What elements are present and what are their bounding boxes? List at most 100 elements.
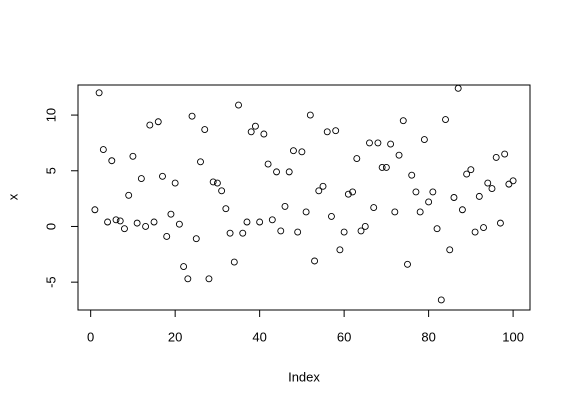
point xyxy=(116,217,124,225)
point xyxy=(488,185,496,193)
point xyxy=(142,223,150,230)
point xyxy=(91,206,99,214)
point xyxy=(268,216,276,224)
point xyxy=(366,139,373,147)
point xyxy=(484,179,492,187)
x-tick-label: 20 xyxy=(168,329,182,344)
point xyxy=(425,198,433,206)
point xyxy=(260,130,268,138)
point xyxy=(184,275,192,283)
point xyxy=(150,218,158,226)
point xyxy=(285,168,293,176)
point xyxy=(463,170,471,178)
point xyxy=(201,126,209,134)
x-tick-label: 60 xyxy=(337,329,351,344)
point xyxy=(420,136,428,144)
x-tick-label: 0 xyxy=(87,329,94,344)
x-tick-label: 80 xyxy=(421,329,435,344)
point xyxy=(412,188,420,196)
point xyxy=(108,157,116,165)
point xyxy=(289,147,297,155)
point xyxy=(429,188,437,196)
point xyxy=(247,128,255,136)
point xyxy=(125,191,133,199)
x-axis-title: Index xyxy=(288,369,320,384)
point xyxy=(442,116,449,123)
point xyxy=(311,257,319,265)
point xyxy=(171,179,179,187)
point xyxy=(294,228,302,236)
point xyxy=(509,177,517,185)
point xyxy=(239,229,247,237)
point xyxy=(146,121,154,129)
point xyxy=(230,258,238,266)
point xyxy=(222,205,230,213)
point xyxy=(450,194,458,201)
point xyxy=(137,175,145,183)
point xyxy=(492,153,500,161)
plot-box xyxy=(77,84,531,311)
y-axis-title: x xyxy=(5,193,20,200)
point xyxy=(391,208,399,216)
point xyxy=(163,233,171,240)
point xyxy=(387,140,395,148)
point xyxy=(315,187,323,195)
point xyxy=(501,150,509,158)
point xyxy=(467,166,475,174)
point xyxy=(353,155,361,162)
point xyxy=(213,179,221,187)
point xyxy=(416,208,424,216)
point xyxy=(480,224,487,232)
point xyxy=(154,118,162,126)
point xyxy=(370,204,378,211)
point xyxy=(399,117,407,125)
point xyxy=(454,84,462,92)
point xyxy=(505,180,513,188)
point xyxy=(133,219,141,227)
point xyxy=(264,160,272,168)
point xyxy=(340,228,348,236)
point xyxy=(306,111,314,119)
point xyxy=(99,146,107,154)
point xyxy=(382,163,390,171)
point xyxy=(188,112,196,120)
point xyxy=(277,227,285,235)
x-tick-label: 40 xyxy=(252,329,266,344)
point xyxy=(378,163,386,171)
point xyxy=(446,246,454,254)
point xyxy=(395,151,403,159)
point xyxy=(408,171,416,179)
point xyxy=(336,246,344,254)
point xyxy=(205,275,213,283)
point xyxy=(357,227,365,235)
point xyxy=(226,229,234,237)
y-tick-label: 10 xyxy=(43,108,58,122)
y-tick-label: 0 xyxy=(43,223,58,230)
point xyxy=(374,139,382,147)
point xyxy=(159,172,166,180)
point xyxy=(243,218,251,226)
point xyxy=(302,208,310,216)
point xyxy=(328,212,335,220)
point xyxy=(404,260,411,268)
point xyxy=(197,158,204,166)
point xyxy=(437,296,445,304)
point xyxy=(218,187,226,195)
x-tick-label: 100 xyxy=(502,329,524,344)
point xyxy=(180,263,188,271)
point xyxy=(281,202,289,210)
point xyxy=(319,182,327,190)
point xyxy=(175,220,183,228)
point xyxy=(112,216,120,224)
point xyxy=(129,152,137,160)
point xyxy=(273,168,280,176)
point xyxy=(104,218,112,226)
point xyxy=(471,228,479,236)
point xyxy=(361,223,369,230)
point xyxy=(475,192,483,200)
point xyxy=(332,127,340,135)
point xyxy=(433,225,441,233)
point xyxy=(458,206,466,214)
point xyxy=(344,190,352,198)
point xyxy=(323,128,331,136)
